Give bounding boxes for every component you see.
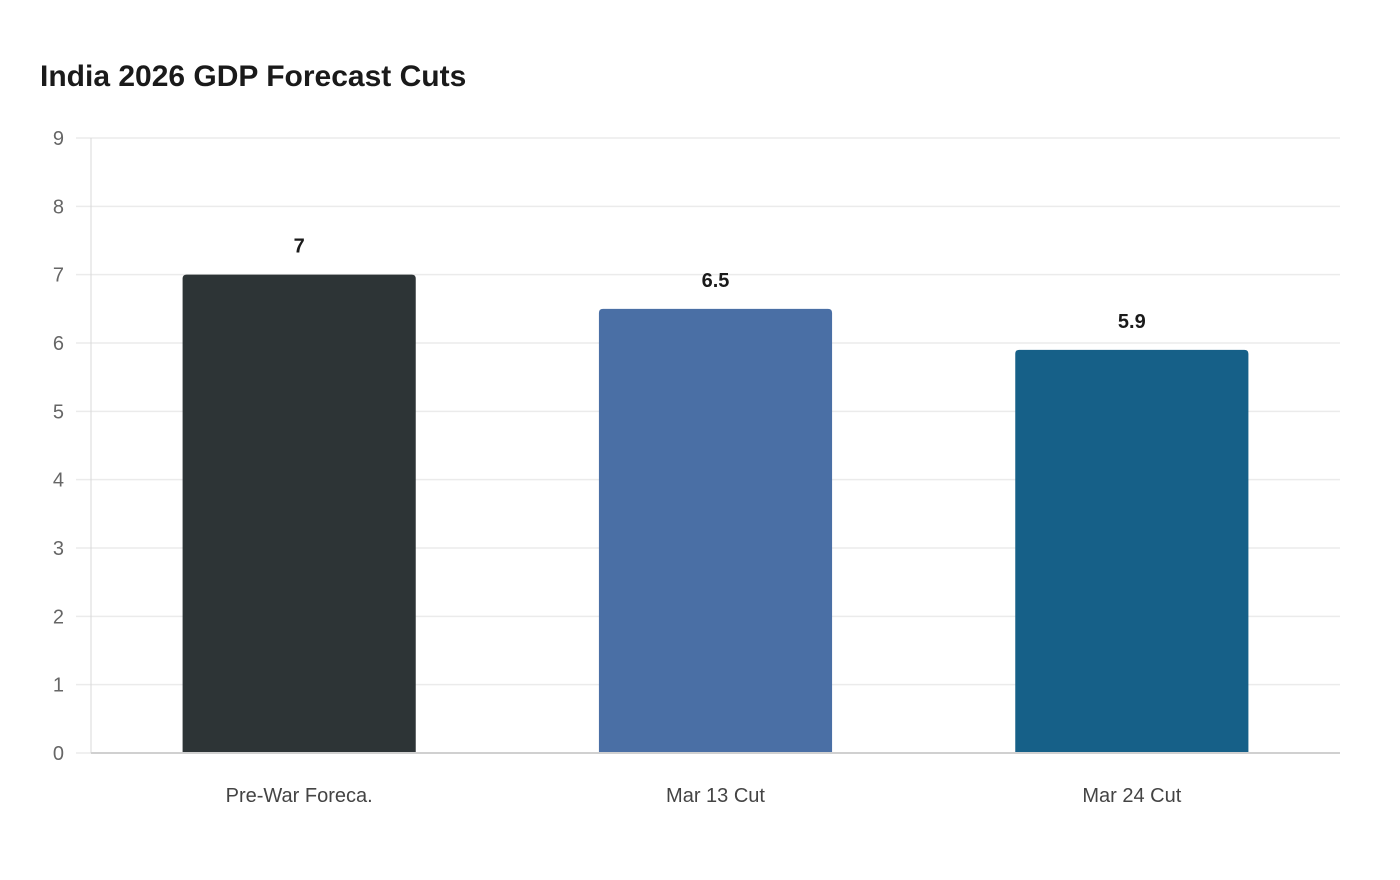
bar xyxy=(182,274,416,753)
chart-title: India 2026 GDP Forecast Cuts xyxy=(40,60,467,93)
y-tick-label: 7 xyxy=(53,265,64,287)
y-tick-label: 5 xyxy=(53,401,64,423)
x-tick-label: Mar 24 Cut xyxy=(1082,785,1181,807)
y-tick-label: 4 xyxy=(53,470,64,492)
data-label: 7 xyxy=(294,236,305,258)
y-tick-label: 0 xyxy=(53,743,64,765)
x-tick-label: Pre-War Foreca. xyxy=(226,785,373,807)
bar xyxy=(598,308,833,753)
data-label: 6.5 xyxy=(702,270,730,292)
y-tick-label: 2 xyxy=(53,606,64,628)
bar xyxy=(1015,349,1249,753)
y-tick-label: 6 xyxy=(53,333,64,355)
y-tick-label: 8 xyxy=(53,196,64,218)
y-tick-label: 9 xyxy=(53,128,64,150)
x-tick-label: Mar 13 Cut xyxy=(666,785,765,807)
y-tick-label: 1 xyxy=(53,675,64,697)
y-tick-label: 3 xyxy=(53,538,64,560)
data-label: 5.9 xyxy=(1118,311,1146,333)
